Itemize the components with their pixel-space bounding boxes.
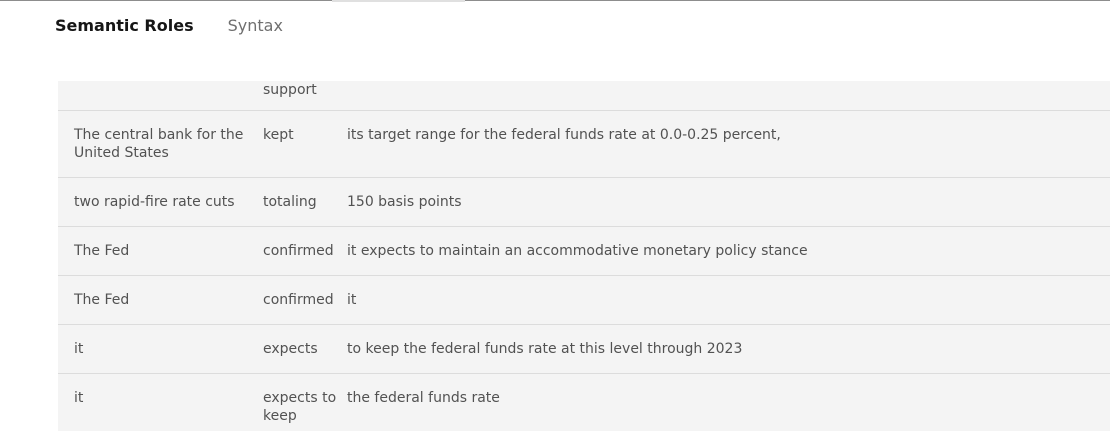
top-divider-accent bbox=[332, 0, 465, 2]
action-cell: kept bbox=[247, 110, 337, 178]
subject-cell: it bbox=[58, 373, 247, 431]
subject-cell: it bbox=[58, 324, 247, 374]
tab-semantic-roles[interactable]: Semantic Roles bbox=[55, 16, 194, 35]
table-row: support bbox=[58, 81, 1110, 111]
object-cell: it bbox=[337, 275, 1110, 325]
view-tabs: Semantic Roles Syntax bbox=[55, 14, 283, 38]
action-cell: expects to keep bbox=[247, 373, 337, 431]
object-cell: the federal funds rate bbox=[337, 373, 1110, 431]
table-row: The Fed confirmed it bbox=[58, 275, 1110, 325]
action-cell: confirmed bbox=[247, 226, 337, 276]
object-cell: its target range for the federal funds r… bbox=[337, 110, 1110, 178]
subject-cell: two rapid-fire rate cuts bbox=[58, 177, 247, 227]
subject-cell: The Fed bbox=[58, 226, 247, 276]
tab-syntax[interactable]: Syntax bbox=[227, 16, 283, 35]
action-cell: support bbox=[247, 81, 337, 111]
subject-cell bbox=[58, 81, 247, 111]
semantic-roles-table-container[interactable]: support The central bank for the United … bbox=[58, 81, 1110, 431]
object-cell bbox=[337, 81, 1110, 111]
subject-cell: The Fed bbox=[58, 275, 247, 325]
subject-cell: The central bank for the United States bbox=[58, 110, 247, 178]
object-cell: it expects to maintain an accommodative … bbox=[337, 226, 1110, 276]
table-row: it expects to keep the federal funds rat… bbox=[58, 373, 1110, 431]
table-row: The Fed confirmed it expects to maintain… bbox=[58, 226, 1110, 276]
table-row: The central bank for the United States k… bbox=[58, 110, 1110, 178]
table-row: two rapid-fire rate cuts totaling 150 ba… bbox=[58, 177, 1110, 227]
table-row: it expects to keep the federal funds rat… bbox=[58, 324, 1110, 374]
action-cell: confirmed bbox=[247, 275, 337, 325]
action-cell: totaling bbox=[247, 177, 337, 227]
top-divider bbox=[0, 0, 1110, 1]
object-cell: 150 basis points bbox=[337, 177, 1110, 227]
object-cell: to keep the federal funds rate at this l… bbox=[337, 324, 1110, 374]
action-cell: expects bbox=[247, 324, 337, 374]
semantic-roles-table: support The central bank for the United … bbox=[58, 81, 1110, 431]
